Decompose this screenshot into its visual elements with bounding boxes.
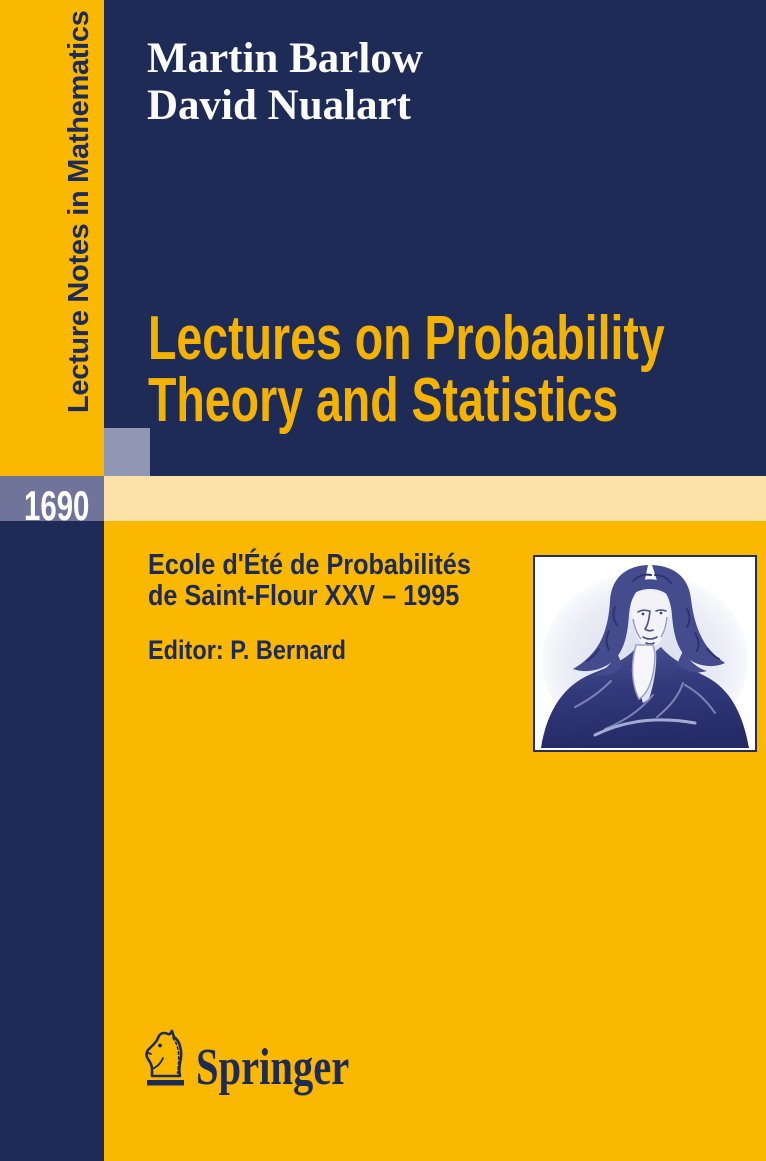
- author-line-1: Martin Barlow: [147, 35, 423, 82]
- subtitle: Ecole d'Été de Probabilités de Saint-Flo…: [148, 550, 519, 612]
- author-line-2: David Nualart: [147, 82, 411, 129]
- volume-number: 1690: [24, 482, 90, 529]
- pascal-portrait-engraving: [535, 557, 755, 750]
- editor-line: Editor: P. Bernard: [148, 635, 346, 665]
- subtitle-line-2: de Saint-Flour XXV – 1995: [148, 580, 460, 612]
- authors: Martin Barlow David Nualart: [147, 35, 423, 129]
- top-panel: [104, 0, 766, 476]
- portrait-frame: [533, 555, 757, 752]
- accent-square: [104, 428, 150, 476]
- volume-badge: [0, 476, 104, 521]
- springer-horse-icon: [145, 1029, 184, 1086]
- series-title-vertical: Lecture Notes in Mathematics: [63, 10, 95, 413]
- subtitle-line-1: Ecole d'Été de Probabilités: [148, 549, 471, 581]
- series-stripe-top: [0, 0, 104, 476]
- cream-band: [104, 476, 766, 521]
- series-stripe-bottom: [0, 521, 104, 1161]
- title-line-2: Theory and Statistics: [148, 366, 619, 435]
- book-title: Lectures on Probability Theory and Stati…: [148, 308, 766, 432]
- springer-wordmark: Springer: [196, 1039, 350, 1096]
- title-line-1: Lectures on Probability: [148, 304, 665, 373]
